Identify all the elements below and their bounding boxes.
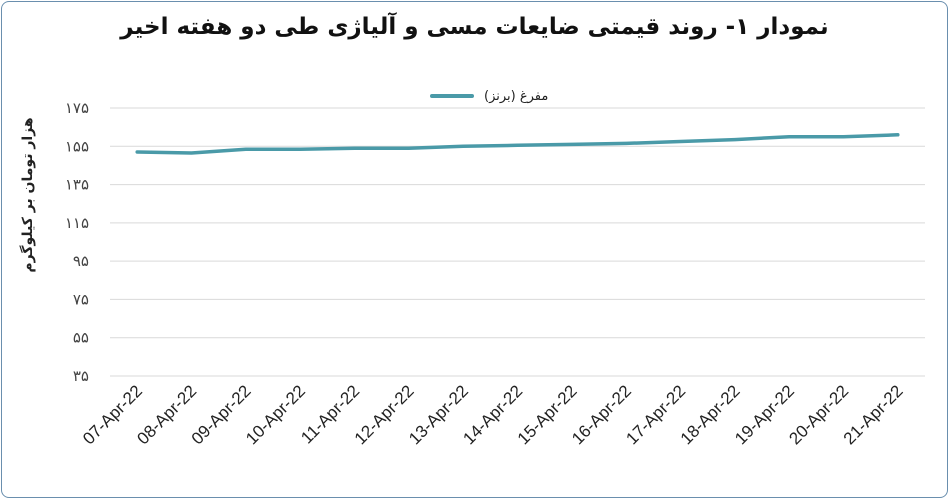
y-tick-label: ۱۱۵ <box>65 214 89 232</box>
y-tick-label: ۹۵ <box>73 252 89 270</box>
y-tick-label: ۷۵ <box>73 290 89 308</box>
y-tick-label: ۱۷۵ <box>65 99 89 117</box>
x-tick-label: 10-Apr-22 <box>242 381 309 448</box>
legend-swatch <box>430 94 474 98</box>
chart-title: نمودار ۱- روند قیمتی ضایعات مسی و آلیاژی… <box>120 14 829 40</box>
x-tick-label: 21-Apr-22 <box>840 381 907 448</box>
y-tick-label: ۱۵۵ <box>65 137 89 155</box>
series-line <box>135 133 900 155</box>
y-tick-label: ۱۳۵ <box>65 176 89 194</box>
y-tick-label: ۳۵ <box>73 367 89 385</box>
legend: مفرغ (برنز) <box>430 86 548 106</box>
y-tick-label: ۵۵ <box>73 329 89 347</box>
legend-label: مفرغ (برنز) <box>484 88 549 104</box>
